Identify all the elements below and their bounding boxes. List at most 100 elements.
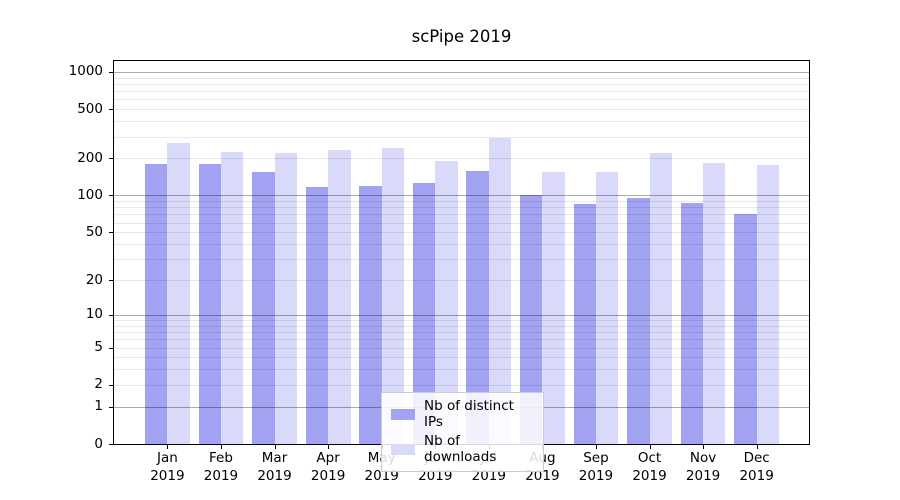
x-tick-label: Sep 2019 [566, 449, 626, 485]
minor-gridline [114, 332, 809, 334]
bar-ips [466, 171, 489, 444]
x-tick-label-line: Dec [743, 450, 770, 466]
minor-gridline [114, 99, 809, 101]
minor-gridline [114, 325, 809, 327]
minor-gridline [114, 232, 809, 234]
x-tick-label-line: Jan [156, 450, 178, 466]
legend-label: Nb of downloads [424, 433, 497, 465]
x-tick-label-line: Nov [689, 450, 717, 466]
x-tick-label-line: 2019 [418, 468, 453, 484]
minor-gridline [114, 369, 809, 371]
y-tick-mark [109, 444, 114, 445]
bar-downloads [328, 150, 351, 444]
x-tick-label-line: 2019 [578, 468, 614, 484]
minor-gridline [114, 259, 809, 261]
y-tick-mark [109, 232, 114, 234]
bar-downloads [595, 172, 619, 444]
x-tick-mark [274, 445, 276, 449]
y-tick-mark [109, 347, 114, 349]
minor-gridline [114, 158, 809, 160]
x-tick-label-line: 2019 [150, 468, 185, 484]
x-tick-label: Feb 2019 [191, 449, 251, 485]
minor-gridline [114, 320, 809, 321]
legend-label: Nb of distinct IPs [424, 398, 514, 430]
bar-downloads [167, 142, 190, 444]
x-tick-mark [328, 445, 330, 449]
y-tick-label: 100 [77, 186, 103, 203]
minor-gridline [114, 244, 809, 245]
y-tick-label: 10 [85, 306, 103, 323]
plot-area: 0 1 2 5 10 20 50 100 200 500 1000 Jan 2019 Feb 2019 Mar… [69, 60, 810, 484]
bar-downloads [756, 164, 780, 444]
y-tick-label: 20 [85, 271, 103, 288]
x-tick-mark [703, 445, 705, 449]
x-tick-label-line: 2019 [525, 468, 560, 484]
major-gridline [114, 71, 809, 73]
y-tick-label: 200 [77, 149, 103, 166]
y-tick-label: 50 [85, 223, 103, 240]
minor-gridline [114, 347, 809, 349]
y-tick-mark [109, 158, 114, 160]
bar-ips [734, 214, 757, 444]
x-tick-label-line: Feb [209, 450, 233, 466]
bar-downloads [274, 153, 297, 444]
minor-gridline [114, 91, 809, 93]
x-tick-label-line: 2019 [739, 468, 774, 484]
x-tick-label: Mar 2019 [245, 449, 305, 485]
minor-gridline [114, 222, 809, 224]
minor-gridline [114, 357, 809, 359]
x-tick-label-line: Mar [261, 450, 288, 466]
y-tick-mark [109, 280, 114, 282]
bar-ips [412, 183, 436, 444]
bar-ips [252, 172, 275, 444]
y-tick-label: 1000 [68, 63, 103, 80]
y-tick-label: 5 [94, 339, 103, 355]
minor-gridline [114, 384, 809, 386]
minor-gridline [114, 136, 809, 138]
minor-gridline [114, 280, 809, 282]
minor-gridline [114, 121, 809, 123]
y-tick-label: 1 [94, 398, 103, 415]
x-tick-label-line: 2019 [471, 468, 506, 484]
x-tick-label-line: 2019 [685, 468, 721, 484]
x-tick-label-line: 2019 [364, 468, 399, 484]
x-tick-label-line: Apr [316, 450, 340, 466]
bar-ips [519, 195, 543, 444]
y-tick-label: 2 [94, 376, 103, 393]
bar-ips [145, 164, 168, 444]
x-tick-label-line: Sep [583, 450, 609, 466]
bar-downloads [649, 152, 672, 444]
x-tick-label-line: Oct [637, 450, 662, 466]
minor-gridline [114, 201, 809, 203]
minor-gridline [114, 77, 809, 79]
y-tick-mark [109, 71, 114, 73]
x-tick-mark [756, 445, 758, 449]
legend-item: Nb of distinct IPs [391, 398, 534, 430]
legend-item: Nb of downloads [391, 433, 534, 465]
y-tick-mark [109, 314, 114, 316]
chart-title: scPipe 2019 [411, 27, 512, 46]
x-tick-label-line: 2019 [310, 468, 346, 484]
bar-downloads [542, 172, 565, 444]
x-tick-label-line: 2019 [203, 468, 239, 484]
bar-ips [359, 186, 382, 444]
bar-downloads [488, 138, 512, 444]
bar-downloads [220, 152, 244, 444]
x-tick-label: Jan 2019 [137, 449, 197, 485]
legend: Nb of distinct IPs Nb of downloads [381, 392, 544, 472]
y-tick-label: 0 [94, 435, 103, 452]
major-gridline [114, 195, 809, 197]
minor-gridline [114, 83, 809, 85]
x-tick-mark [595, 445, 597, 449]
bar-ips [573, 204, 596, 444]
bar-downloads [435, 160, 458, 444]
x-tick-label: Nov 2019 [673, 449, 733, 485]
minor-gridline [114, 207, 809, 209]
x-tick-label: Apr 2019 [298, 449, 358, 485]
x-tick-label: Dec 2019 [727, 449, 787, 485]
y-tick-mark [109, 109, 114, 111]
legend-swatch-downloads [391, 443, 415, 455]
minor-gridline [114, 339, 809, 341]
y-tick-mark [109, 384, 114, 386]
